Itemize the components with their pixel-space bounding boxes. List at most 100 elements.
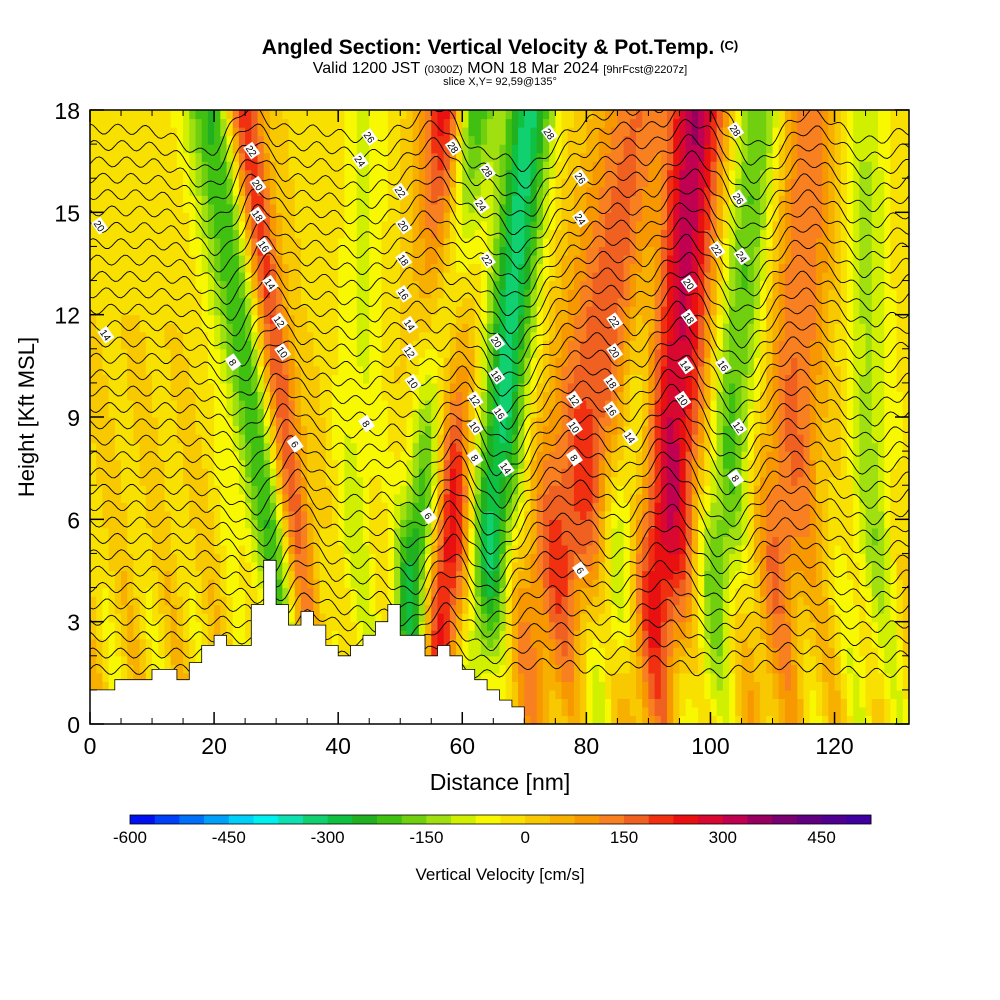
velocity-cell [121,186,128,196]
velocity-cell [456,502,463,512]
velocity-cell [487,289,494,299]
velocity-cell [456,263,463,273]
velocity-cell [232,169,240,179]
velocity-cell [139,169,147,179]
velocity-cell [400,417,408,427]
velocity-cell [282,118,290,128]
velocity-cell [257,357,265,367]
velocity-cell [232,536,240,546]
velocity-cell [276,587,283,597]
velocity-cell [90,272,97,282]
velocity-cell [201,587,209,597]
velocity-cell [102,425,110,435]
velocity-cell [511,425,519,435]
velocity-cell [207,621,215,631]
velocity-cell [325,587,333,597]
velocity-cell [139,442,147,452]
velocity-cell [356,570,364,580]
velocity-cell [269,144,277,154]
velocity-cell [294,161,302,171]
velocity-cell [232,434,240,444]
velocity-cell [307,417,314,427]
velocity-cell [412,212,420,222]
velocity-cell [425,331,432,341]
velocity-cell [418,195,426,205]
velocity-cell [356,186,364,196]
velocity-cell [102,365,110,375]
velocity-cell [313,476,321,486]
velocity-cell [189,391,197,401]
velocity-cell [356,314,364,324]
velocity-cell [331,434,339,444]
velocity-cell [288,195,296,205]
velocity-cell [164,502,172,512]
velocity-cell [257,135,265,145]
velocity-cell [363,544,370,555]
velocity-cell [152,613,159,623]
velocity-cell [449,459,457,469]
velocity-cell [170,553,178,563]
velocity-cell [214,425,221,435]
velocity-cell [307,434,314,444]
velocity-cell [518,621,525,631]
velocity-cell [176,365,184,375]
velocity-cell [102,306,110,316]
velocity-cell [90,127,97,137]
velocity-cell [344,468,352,478]
velocity-cell [195,127,203,137]
velocity-cell [139,272,147,282]
velocity-cell [356,331,364,341]
velocity-cell [152,425,159,435]
velocity-cell [511,263,519,273]
velocity-cell [412,417,420,427]
velocity-cell [226,493,234,503]
velocity-cell [288,178,296,188]
velocity-cell [158,144,166,154]
velocity-cell [232,229,240,239]
velocity-cell [108,434,116,444]
velocity-cell [152,289,159,299]
velocity-cell [313,374,321,384]
velocity-cell [294,399,302,410]
velocity-cell [468,254,476,265]
velocity-cell [338,621,345,631]
velocity-cell [313,110,321,120]
velocity-cell [456,596,463,606]
velocity-cell [152,536,159,546]
velocity-cell [96,110,103,120]
velocity-cell [511,212,519,222]
velocity-cell [183,212,190,222]
velocity-cell [232,485,240,495]
velocity-cell [381,502,389,512]
velocity-cell [245,323,252,333]
velocity-cell [338,425,345,435]
velocity-cell [356,263,364,273]
velocity-cell [288,254,296,265]
velocity-cell [468,357,476,367]
velocity-cell [220,613,228,623]
velocity-cell [505,587,513,597]
velocity-cell [189,536,197,546]
velocity-cell [493,536,501,546]
velocity-cell [121,536,128,546]
velocity-cell [133,365,141,375]
velocity-cell [344,110,352,120]
velocity-cell [102,553,110,563]
velocity-cell [152,621,159,631]
velocity-cell [344,399,352,410]
velocity-cell [121,399,128,410]
velocity-cell [412,425,420,435]
velocity-cell [369,570,376,580]
velocity-cell [164,272,172,282]
velocity-cell [505,604,513,614]
velocity-cell [300,331,308,341]
velocity-cell [412,144,420,154]
velocity-cell [319,212,327,222]
velocity-cell [195,476,203,486]
velocity-cell [350,178,358,188]
velocity-cell [462,178,470,188]
velocity-cell [139,144,147,154]
velocity-cell [394,280,401,290]
velocity-cell [400,570,408,580]
velocity-cell [145,195,153,205]
